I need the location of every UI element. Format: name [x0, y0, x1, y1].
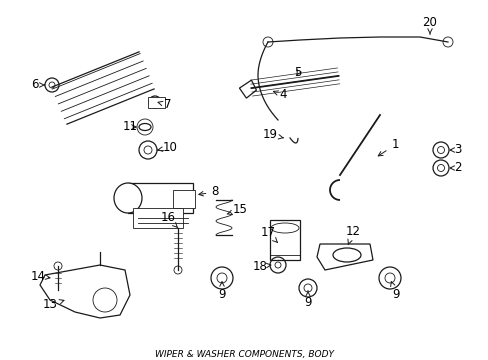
Text: 6: 6	[31, 78, 44, 91]
Polygon shape	[40, 265, 130, 318]
Polygon shape	[316, 244, 372, 270]
Polygon shape	[239, 80, 256, 98]
Text: 11: 11	[122, 121, 137, 134]
Text: 16: 16	[160, 211, 177, 228]
Text: 12: 12	[345, 225, 360, 244]
Bar	[173, 190, 195, 208]
Text: 2: 2	[449, 162, 461, 175]
Bar	[128, 183, 193, 213]
Ellipse shape	[332, 248, 360, 262]
Text: 9: 9	[390, 282, 399, 301]
Polygon shape	[148, 97, 164, 108]
Text: 3: 3	[449, 144, 461, 157]
Text: 15: 15	[226, 203, 247, 216]
Bar	[269, 220, 299, 260]
Text: 20: 20	[422, 15, 437, 34]
Text: 8: 8	[199, 185, 218, 198]
Text: 5: 5	[294, 67, 301, 80]
Text: 14: 14	[30, 270, 50, 283]
Text: 13: 13	[42, 298, 64, 311]
Text: 18: 18	[252, 260, 270, 273]
Text: 9: 9	[304, 291, 311, 310]
Text: 9: 9	[218, 282, 225, 301]
Text: 19: 19	[262, 129, 283, 141]
Text: 17: 17	[260, 226, 277, 242]
Ellipse shape	[114, 183, 142, 213]
Text: 1: 1	[377, 139, 398, 156]
Text: 4: 4	[273, 89, 286, 102]
Text: 7: 7	[158, 99, 171, 112]
Bar	[133, 208, 183, 228]
Ellipse shape	[270, 223, 298, 233]
Text: 10: 10	[157, 141, 177, 154]
Text: WIPER & WASHER COMPONENTS, BODY: WIPER & WASHER COMPONENTS, BODY	[155, 350, 333, 359]
